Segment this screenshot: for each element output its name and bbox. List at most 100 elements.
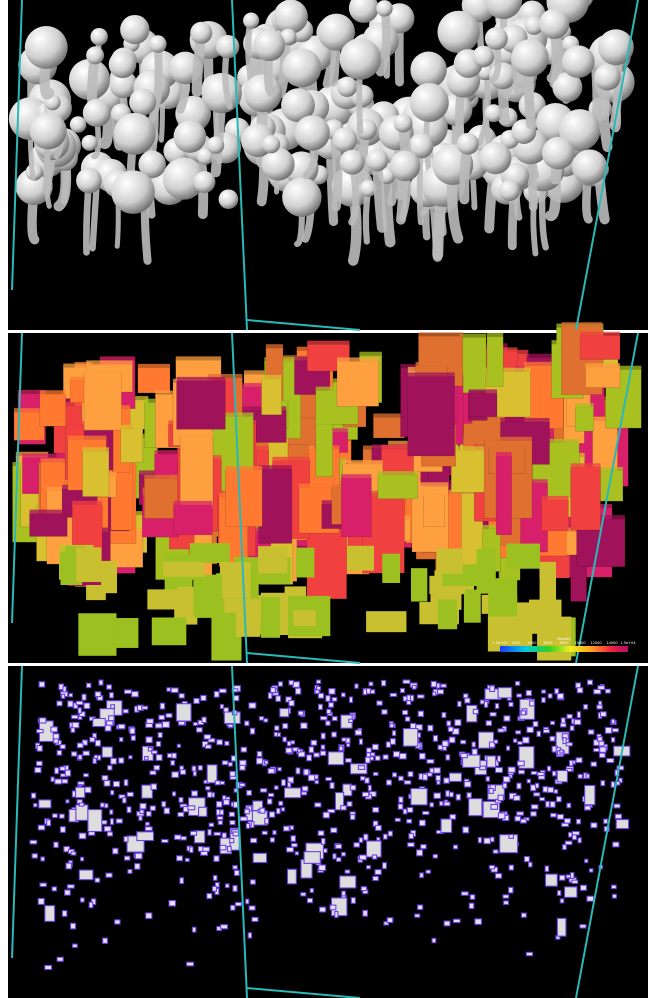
density-block-low <box>101 560 117 594</box>
density-block-low <box>488 578 518 617</box>
amr-box <box>344 869 351 874</box>
density-block-top <box>236 406 287 412</box>
amr-box <box>151 750 158 755</box>
amr-box <box>544 873 558 887</box>
amr-box <box>516 693 523 698</box>
amr-box <box>369 752 376 757</box>
amr-box <box>286 868 297 885</box>
density-block-top <box>99 356 136 362</box>
density-block-low <box>78 613 117 656</box>
surface-blob <box>109 70 138 99</box>
amr-box <box>389 738 396 745</box>
amr-box <box>402 808 408 815</box>
amr-box <box>489 711 497 717</box>
amr-box <box>76 742 84 749</box>
amr-box <box>328 688 336 695</box>
amr-box <box>613 803 621 809</box>
amr-box <box>221 760 229 766</box>
amr-box <box>224 883 230 889</box>
density-block-top <box>207 373 243 379</box>
box-edge <box>575 0 639 331</box>
amr-box <box>193 697 200 705</box>
amr-box <box>92 717 106 728</box>
amr-box <box>286 846 295 853</box>
density-block-low <box>537 616 572 661</box>
amr-box <box>61 910 68 917</box>
amr-box <box>320 837 326 845</box>
amr-box <box>86 682 92 689</box>
density-block-low <box>366 611 407 633</box>
amr-box <box>229 819 236 826</box>
density-block-top <box>418 332 463 338</box>
amr-box <box>508 833 514 839</box>
density-block-top <box>331 484 351 490</box>
amr-box <box>584 805 592 811</box>
amr-box <box>261 830 268 836</box>
bounding-boxes <box>11 0 639 998</box>
amr-box <box>383 921 389 926</box>
amr-box <box>398 775 404 782</box>
amr-box <box>229 837 235 844</box>
amr-box <box>517 740 523 746</box>
amr-box <box>251 916 259 923</box>
amr-box <box>479 699 485 705</box>
colorbar-tick-label: 1.5e+04 <box>620 641 636 645</box>
amr-box <box>486 755 497 768</box>
surface-blob <box>597 29 634 66</box>
amr-box <box>612 841 620 848</box>
amr-box <box>82 750 90 756</box>
amr-box <box>354 729 363 736</box>
amr-box <box>488 787 494 794</box>
amr-box <box>429 802 435 808</box>
amr-box <box>409 694 415 702</box>
density-block <box>579 335 621 360</box>
density-block <box>336 361 380 407</box>
amr-box <box>420 843 427 850</box>
density-block-low <box>529 599 562 621</box>
amr-box <box>460 752 468 759</box>
amr-box <box>318 864 327 872</box>
density-block-low <box>295 547 315 578</box>
amr-box <box>79 897 85 903</box>
density-block-top <box>381 444 415 450</box>
amr-box <box>174 834 182 840</box>
density-block-top <box>526 353 568 359</box>
amr-box <box>362 688 368 696</box>
amr-box <box>68 692 73 698</box>
density-block-low <box>437 599 458 630</box>
amr-box <box>282 736 287 743</box>
density-block-top <box>261 374 282 380</box>
amr-box <box>460 739 467 745</box>
amr-box <box>464 697 471 704</box>
density-block <box>495 455 512 536</box>
amr-box <box>611 718 616 725</box>
amr-box <box>282 723 289 729</box>
surface-blob <box>359 180 377 197</box>
density-block-top <box>580 331 621 337</box>
amr-box <box>240 746 248 753</box>
amr-box <box>101 775 109 781</box>
surface-blob <box>76 167 102 194</box>
density-block-top <box>411 482 449 488</box>
density-block <box>459 337 487 394</box>
amr-box <box>123 855 131 861</box>
amr-box <box>215 800 223 808</box>
amr-box <box>205 785 211 791</box>
amr-box <box>339 875 357 889</box>
amr-box <box>549 801 556 808</box>
density-block-top <box>496 452 512 458</box>
amr-box <box>349 784 357 791</box>
amr-box <box>273 731 279 737</box>
density-block-top <box>575 403 594 409</box>
amr-box <box>593 747 600 753</box>
density-block-low <box>76 547 102 583</box>
density-block <box>120 428 144 463</box>
density-block-top <box>468 389 497 395</box>
density-block-top <box>53 402 82 408</box>
amr-box <box>112 847 119 855</box>
amr-box <box>536 771 545 777</box>
amr-box <box>391 730 397 737</box>
amr-box <box>525 951 534 957</box>
amr-box <box>81 693 87 701</box>
